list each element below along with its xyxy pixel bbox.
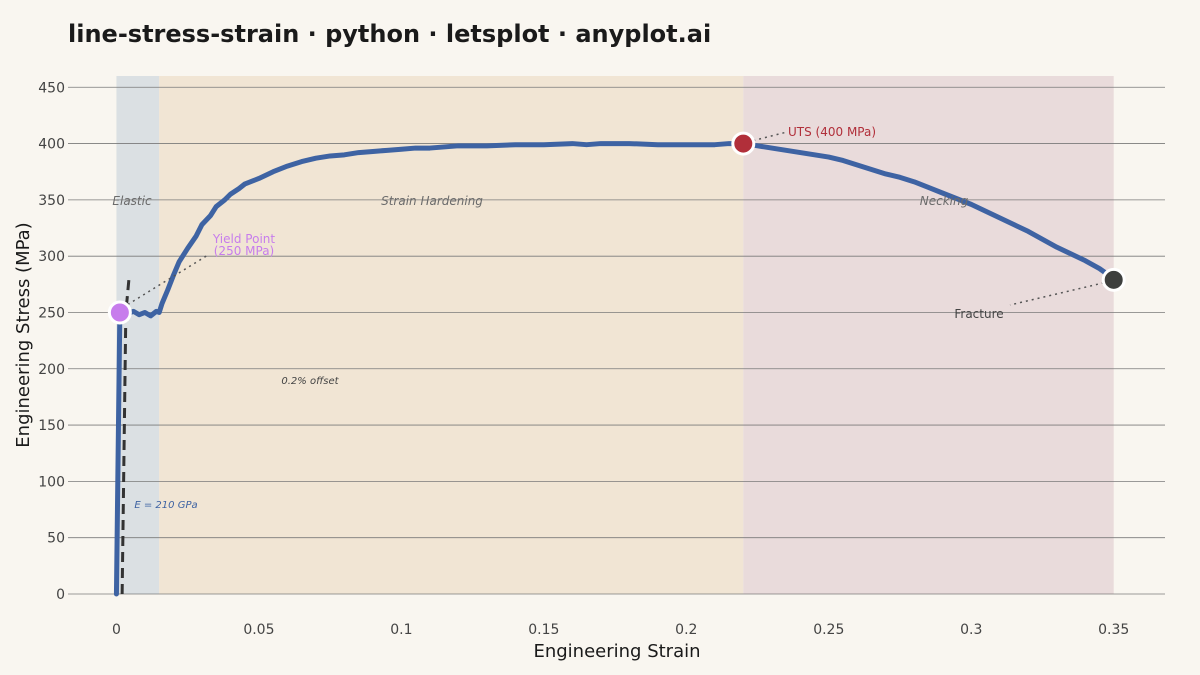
yield-point (107, 300, 132, 325)
y-tick-label: 450 (38, 80, 65, 96)
region-label-necking: Necking (920, 194, 969, 208)
region-band-1 (159, 76, 744, 594)
region-band-0 (116, 76, 160, 594)
y-tick-label: 150 (38, 418, 65, 434)
grid-lines (68, 86, 1165, 595)
yield-label-line2: (250 MPa) (214, 244, 275, 258)
leader-lines (127, 131, 1104, 306)
fracture-leader (1009, 282, 1104, 306)
x-axis-ticks: 0 0.05 0.1 0.15 0.2 0.25 0.3 0.35 (112, 622, 1129, 638)
y-tick-label: 400 (38, 137, 65, 153)
x-tick-label: 0.05 (243, 622, 274, 638)
region-label-strain-hardening: Strain Hardening (381, 194, 483, 208)
fracture-label: Fracture (954, 307, 1003, 321)
y-tick-label: 0 (56, 587, 65, 603)
y-tick-label: 200 (38, 362, 65, 378)
x-tick-label: 0.25 (813, 622, 844, 638)
x-tick-label: 0 (112, 622, 121, 638)
y-tick-label: 300 (38, 249, 65, 265)
x-tick-label: 0.2 (675, 622, 697, 638)
x-tick-label: 0.15 (528, 622, 559, 638)
yield-label-line1: Yield Point (212, 232, 275, 246)
x-tick-label: 0.3 (960, 622, 982, 638)
fracture-point (1101, 267, 1126, 292)
stress-strain-line (113, 141, 1117, 597)
y-axis-ticks: 0 50 100 150 200 250 300 350 400 450 (38, 80, 65, 603)
uts-label: UTS (400 MPa) (788, 125, 876, 139)
region-bands (116, 76, 1114, 594)
y-tick-label: 250 (38, 305, 65, 321)
x-tick-label: 0.35 (1098, 622, 1129, 638)
y-tick-label: 100 (38, 474, 65, 490)
series-layer (113, 141, 1117, 597)
y-axis-title: Engineering Stress (MPa) (13, 222, 34, 447)
region-band-2 (743, 76, 1114, 594)
annotation-labels: Elastic Strain Hardening Necking Yield Poin… (112, 125, 1003, 511)
modulus-label: E = 210 GPa (134, 500, 197, 511)
yield-leader (127, 254, 209, 306)
y-tick-label: 50 (47, 531, 65, 547)
marker-points (107, 131, 1126, 325)
x-axis-title: Engineering Strain (533, 641, 700, 662)
chart-title: line-stress-strain · python · letsplot ·… (68, 20, 711, 48)
x-tick-label: 0.1 (390, 622, 412, 638)
y-tick-label: 350 (38, 193, 65, 209)
uts-point (731, 131, 756, 156)
region-label-elastic: Elastic (112, 194, 152, 208)
offset-label: 0.2% offset (281, 376, 339, 387)
